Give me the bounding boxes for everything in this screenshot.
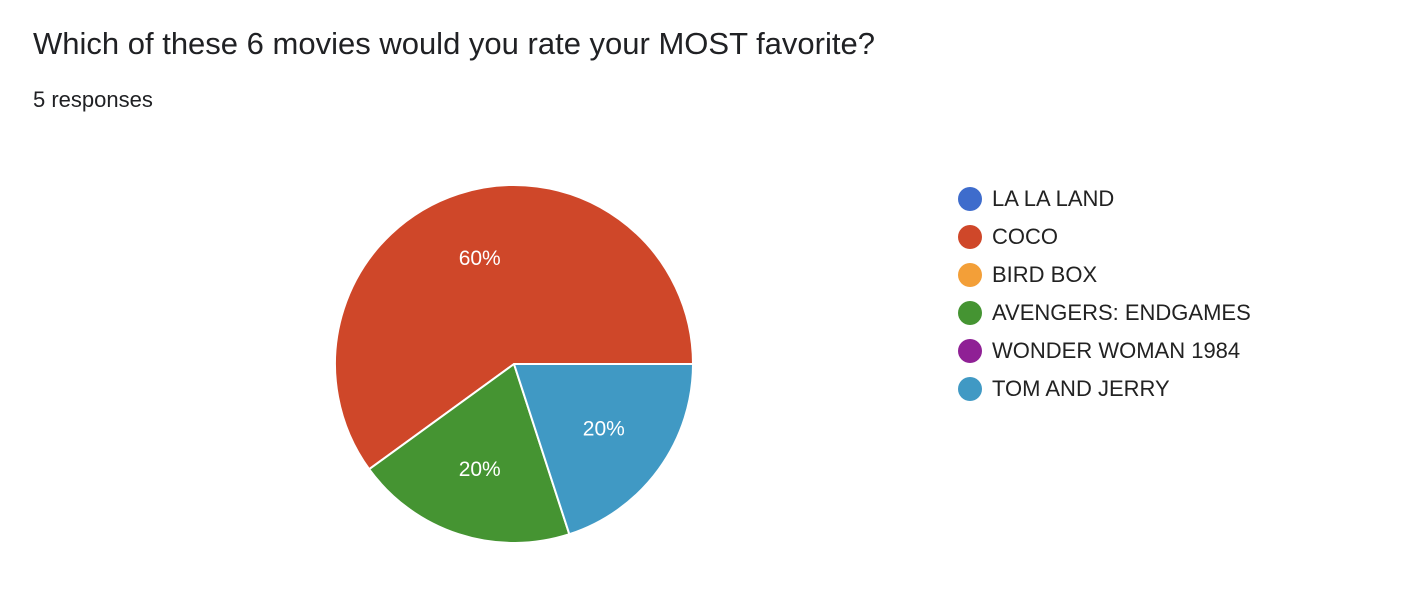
pie-slice-labels: 60% 20% 20% [459, 247, 625, 481]
question-title: Which of these 6 movies would you rate y… [33, 26, 875, 61]
legend-label: WONDER WOMAN 1984 [992, 338, 1241, 363]
legend-label: TOM AND JERRY [992, 376, 1170, 401]
legend-swatch-icon [958, 225, 982, 249]
legend-item-wonder-woman-1984[interactable]: WONDER WOMAN 1984 [958, 332, 1251, 370]
pie-slices [334, 184, 694, 544]
legend-swatch-icon [958, 187, 982, 211]
slice-label-tom-and-jerry: 20% [583, 418, 625, 441]
legend-swatch-icon [958, 263, 982, 287]
legend-label: LA LA LAND [992, 186, 1115, 211]
legend-item-bird-box[interactable]: BIRD BOX [958, 256, 1251, 294]
legend-swatch-icon [958, 301, 982, 325]
legend-swatch-icon [958, 377, 982, 401]
legend-label: COCO [992, 224, 1058, 249]
pie-slice-coco[interactable] [334, 184, 694, 471]
legend-item-tom-and-jerry[interactable]: TOM AND JERRY [958, 370, 1251, 408]
legend-item-la-la-land[interactable]: LA LA LAND [958, 180, 1251, 218]
chart-legend: LA LA LAND COCO BIRD BOX AVENGERS: ENDGAMES… [958, 180, 1251, 408]
pie-slice-avengers-endgames[interactable] [368, 363, 571, 544]
response-count: 5 responses [33, 87, 153, 112]
legend-label: BIRD BOX [992, 262, 1098, 287]
pie-slice-tom-and-jerry[interactable] [513, 363, 694, 536]
legend-swatch-icon [958, 339, 982, 363]
legend-item-avengers-endgames[interactable]: AVENGERS: ENDGAMES [958, 294, 1251, 332]
legend-item-coco[interactable]: COCO [958, 218, 1251, 256]
slice-label-avengers-endgames: 20% [459, 458, 501, 481]
slice-label-coco: 60% [459, 247, 501, 270]
legend-label: AVENGERS: ENDGAMES [992, 300, 1251, 325]
